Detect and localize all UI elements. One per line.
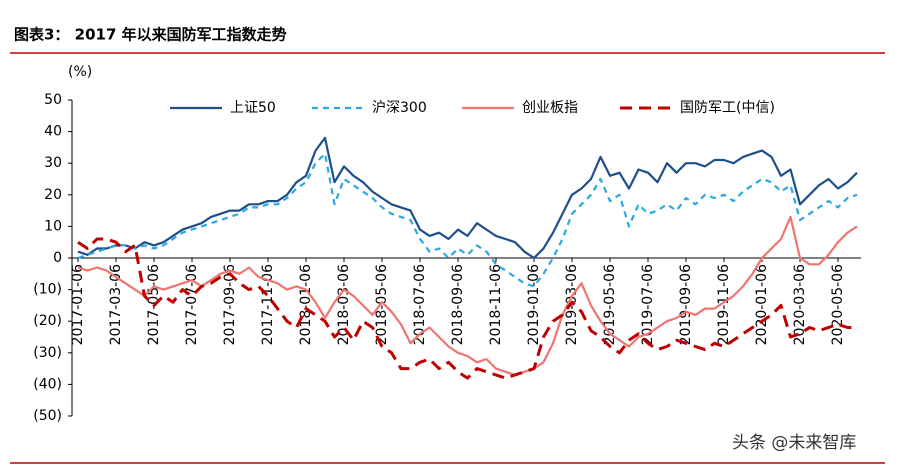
watermark: 头条 @未来智库 bbox=[732, 433, 856, 453]
x-tick-label: 2019-09-06 bbox=[678, 264, 694, 345]
x-tick-label: 2019-07-06 bbox=[640, 264, 656, 345]
x-tick-label: 2018-11-06 bbox=[488, 264, 504, 345]
x-tick-label: 2018-07-06 bbox=[412, 264, 428, 345]
y-tick-label: 30 bbox=[44, 155, 62, 171]
x-tick-label: 2017-01-06 bbox=[70, 264, 86, 345]
y-tick-label: (20) bbox=[33, 313, 62, 329]
x-tick-label: 2018-05-06 bbox=[374, 264, 390, 345]
y-tick-label: 0 bbox=[53, 250, 62, 266]
y-tick-label: (10) bbox=[33, 282, 62, 298]
x-tick-label: 2019-11-06 bbox=[716, 264, 732, 345]
y-axis-title: (%) bbox=[68, 64, 92, 80]
chart-title: 图表3： 2017 年以来国防军工指数走势 bbox=[14, 26, 287, 44]
series-line bbox=[77, 215, 858, 376]
series-line bbox=[77, 237, 857, 380]
x-tick-label: 2017-03-06 bbox=[108, 264, 124, 345]
x-tick-label: 2018-09-06 bbox=[450, 264, 466, 345]
y-tick-label: (30) bbox=[33, 345, 62, 361]
y-tick-label: 40 bbox=[44, 124, 62, 140]
y-tick-label: 50 bbox=[44, 92, 62, 108]
x-tick-label: 2020-03-06 bbox=[792, 264, 808, 345]
y-tick-label: (50) bbox=[33, 408, 62, 424]
series-line bbox=[77, 136, 858, 260]
legend-label: 创业板指 bbox=[522, 100, 578, 116]
legend-label: 国防军工(中信) bbox=[680, 100, 775, 116]
legend-label: 沪深300 bbox=[372, 100, 427, 116]
x-tick-label: 2020-01-06 bbox=[754, 264, 770, 345]
y-tick-label: 10 bbox=[44, 218, 62, 234]
x-tick-label: 2017-11-06 bbox=[260, 264, 276, 345]
x-tick-label: 2019-01-06 bbox=[526, 264, 542, 345]
x-tick-label: 2020-05-06 bbox=[830, 264, 846, 345]
x-tick-label: 2018-03-06 bbox=[336, 264, 352, 345]
x-tick-label: 2019-05-06 bbox=[602, 264, 618, 345]
y-tick-label: 20 bbox=[44, 187, 62, 203]
x-tick-label: 2017-07-06 bbox=[184, 264, 200, 345]
y-tick-label: (40) bbox=[33, 376, 62, 392]
x-tick-label: 2018-01-06 bbox=[298, 264, 314, 345]
x-tick-label: 2017-09-06 bbox=[222, 264, 238, 345]
legend-label: 上证50 bbox=[230, 100, 276, 116]
